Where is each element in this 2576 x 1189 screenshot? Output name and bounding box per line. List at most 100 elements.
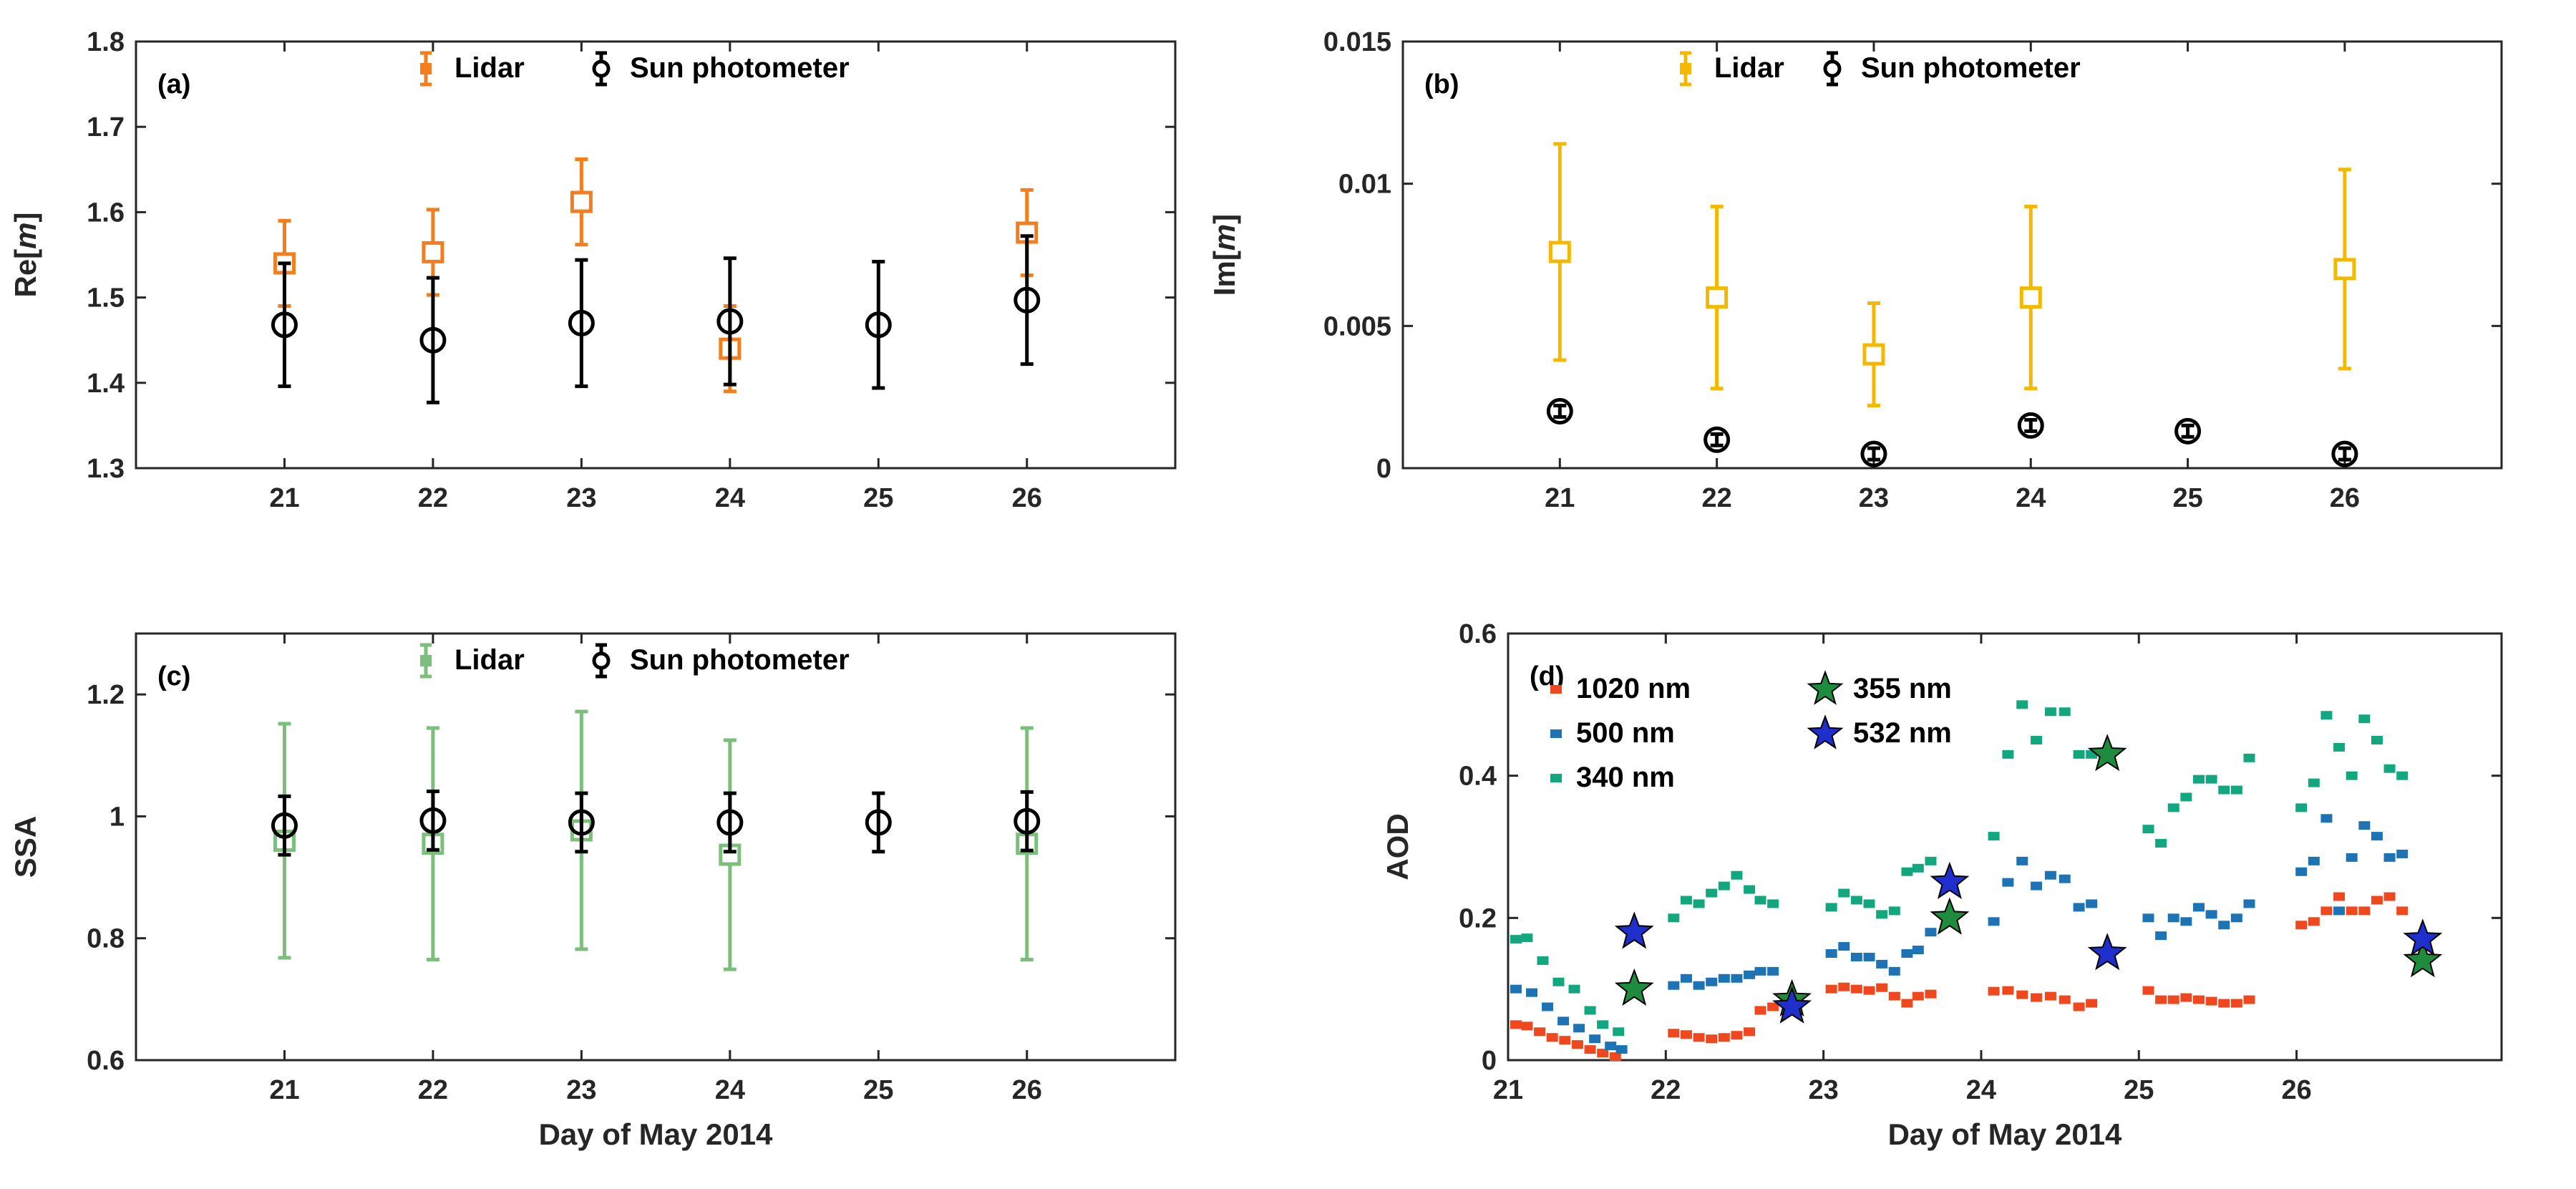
data-point: [2167, 995, 2179, 1004]
data-point: [2243, 899, 2255, 908]
panel-b: 21 22 23 24 25 26 0 0.005 0.01 0.015 Im[m] (b) Lidar…: [1207, 27, 2503, 513]
data-point: [2059, 707, 2071, 717]
y-tick-label: 1.6: [87, 198, 125, 228]
data-point: [2243, 753, 2255, 762]
data-point: [2031, 881, 2043, 890]
data-point: [2086, 999, 2098, 1008]
data-point: [2167, 913, 2179, 923]
data-point: [2218, 785, 2230, 795]
y-axis-label: SSA: [9, 816, 42, 878]
panel-label: (c): [157, 661, 190, 691]
y-tick-label: 0.6: [87, 1046, 125, 1076]
y-axis-label: Im[m]: [1207, 214, 1241, 296]
data-point: [2205, 775, 2217, 784]
y-tick-label: 0.6: [1459, 619, 1497, 649]
x-tick-label: 23: [1808, 1075, 1838, 1105]
legend-label: Sun photometer: [1861, 52, 2081, 84]
data-point: [2371, 896, 2383, 905]
data-point: [1718, 881, 1730, 890]
data-point: [2073, 749, 2085, 759]
data-point: [1016, 221, 1039, 244]
legend-marker: [1823, 59, 1842, 78]
data-point: [1510, 984, 1522, 994]
data-point: [1925, 928, 1937, 937]
y-axis-label: AOD: [1381, 813, 1414, 880]
data-point: [1614, 968, 1654, 1006]
data-point: [2383, 853, 2396, 862]
data-point: [1825, 903, 1837, 912]
data-point: [1559, 1036, 1571, 1045]
series-sun-photometer: [271, 790, 1041, 857]
data-point: [1912, 863, 1924, 873]
data-point: [2155, 839, 2167, 848]
data-point: [2358, 714, 2371, 724]
x-tick-label: 21: [269, 1075, 299, 1105]
data-point: [1744, 970, 1756, 979]
x-tick-label: 21: [269, 483, 299, 513]
data-point: [1693, 981, 1705, 990]
data-point: [2180, 917, 2192, 926]
data-point: [1614, 911, 1654, 949]
data-point: [1876, 910, 1888, 919]
series-1020-nm: [1510, 892, 2409, 1062]
data-point: [1546, 1033, 1558, 1042]
legend-label: Lidar: [455, 52, 525, 84]
data-point: [2155, 995, 2167, 1004]
data-point: [1589, 1034, 1601, 1044]
legend: 1020 nm 500 nm 340 nm 355 nm 532 nm: [1550, 670, 1952, 793]
data-point: [2333, 892, 2346, 901]
data-point: [1584, 1006, 1596, 1015]
data-point: [1557, 1016, 1570, 1026]
x-axis-label: Day of May 2014: [539, 1117, 773, 1151]
legend-marker: [1550, 729, 1562, 738]
data-point: [716, 809, 744, 836]
data-point: [2333, 742, 2346, 752]
data-point: [568, 309, 595, 336]
panel-a: 21 22 23 24 25 26 1.3 1.4 1.5 1.6 1.7 1.8 Re[m] (a) Li…: [9, 27, 1177, 513]
data-point: [2017, 412, 2044, 439]
data-point: [1548, 241, 1571, 263]
legend: Lidar Sun photometer: [420, 51, 850, 87]
data-point: [1693, 1033, 1705, 1042]
data-point: [2016, 856, 2028, 865]
x-tick-label: 22: [418, 1075, 448, 1105]
data-point: [2331, 440, 2358, 467]
data-point: [2044, 870, 2056, 880]
data-point: [2320, 814, 2333, 823]
data-point: [422, 241, 444, 263]
data-point: [2031, 993, 2043, 1002]
y-tick-label: 1.4: [87, 369, 125, 399]
series-500-nm: [1510, 814, 2409, 1054]
data-point: [2371, 832, 2383, 841]
data-point: [2205, 996, 2217, 1006]
data-point: [271, 812, 298, 839]
data-point: [2295, 867, 2308, 876]
data-point: [1930, 861, 1970, 899]
series-340-nm: [1510, 700, 2409, 1037]
data-point: [2142, 986, 2154, 995]
data-point: [2087, 734, 2127, 772]
data-point: [1573, 1024, 1585, 1033]
series-sun-photometer: [1546, 398, 2358, 467]
legend-label: 355 nm: [1853, 673, 1952, 704]
data-point: [568, 809, 595, 836]
y-tick-label: 0.8: [87, 924, 125, 954]
data-point: [271, 311, 298, 339]
data-point: [1901, 867, 1913, 876]
data-point: [1568, 984, 1580, 994]
x-tick-label: 23: [566, 1075, 596, 1105]
legend-label: 1020 nm: [1576, 673, 1691, 704]
data-point: [1597, 1020, 1609, 1029]
data-point: [1988, 832, 2000, 841]
data-point: [1850, 896, 1862, 905]
data-point: [1754, 1006, 1766, 1015]
data-point: [1706, 888, 1718, 898]
data-point: [1876, 983, 1888, 992]
data-point: [1744, 1027, 1756, 1037]
data-point: [1542, 1002, 1554, 1011]
data-point: [2044, 707, 2056, 717]
data-point: [2346, 853, 2358, 862]
data-point: [1668, 913, 1680, 923]
data-point: [2192, 775, 2205, 784]
x-tick-label: 24: [2016, 483, 2046, 513]
